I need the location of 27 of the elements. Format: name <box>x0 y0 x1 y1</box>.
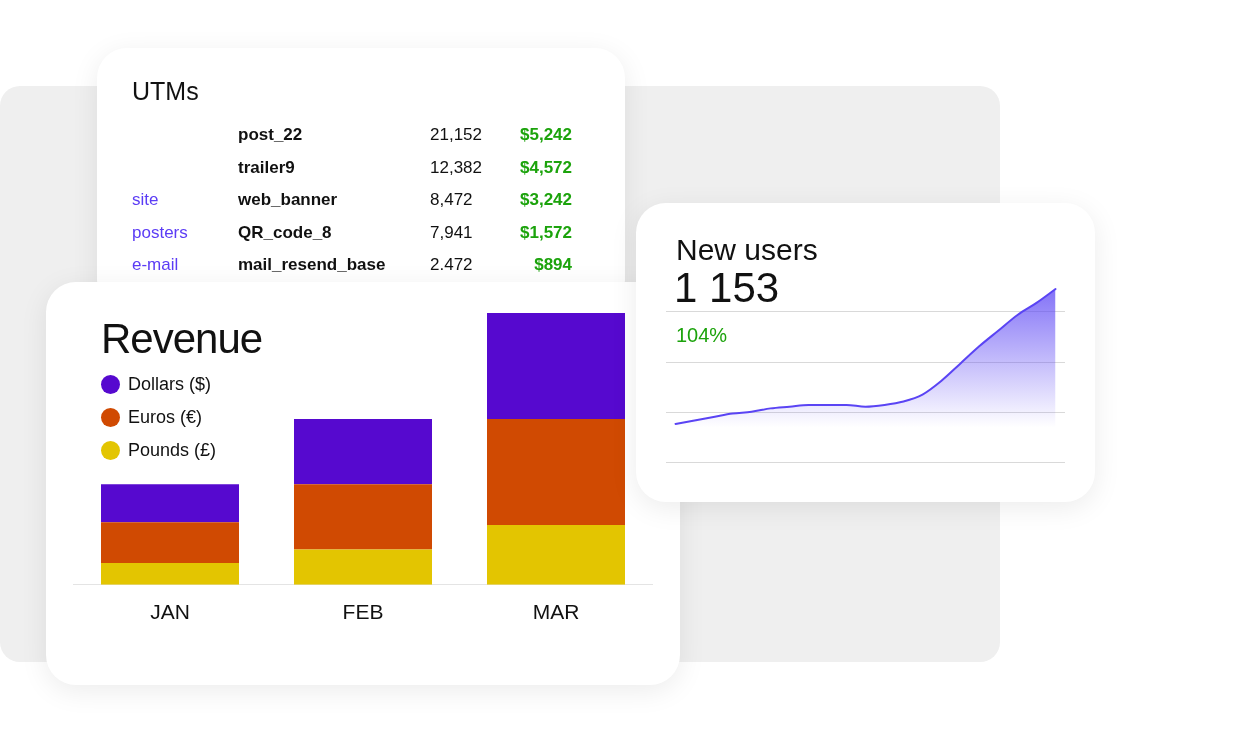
legend-label: Pounds (£) <box>128 440 217 461</box>
text: $3,242 <box>520 189 572 211</box>
text: 8,472 <box>430 189 473 211</box>
x-tick-label: FEB <box>342 600 384 624</box>
text: trailer9 <box>238 156 295 179</box>
text: $894 <box>534 254 572 276</box>
text: mail_resend_base <box>238 254 386 276</box>
category-label: posters <box>132 221 188 244</box>
text: 21,152 <box>430 124 482 146</box>
text: 12,382 <box>430 156 482 179</box>
text: 7,941 <box>430 221 473 244</box>
annotation: 104% <box>676 323 728 347</box>
category-label: site <box>132 189 159 211</box>
text: UTMs <box>132 76 199 106</box>
text: post_22 <box>238 124 303 146</box>
x-tick-label: JAN <box>150 600 190 624</box>
text: web_banner <box>238 189 338 211</box>
legend-label: Euros (€) <box>128 407 203 428</box>
text: 2.472 <box>430 254 473 276</box>
chart-title: Revenue <box>101 315 263 363</box>
text: QR_code_8 <box>238 221 332 244</box>
x-tick-label: MAR <box>532 600 580 624</box>
legend-label: Dollars ($) <box>128 374 212 395</box>
text: $5,242 <box>520 124 572 146</box>
text: $1,572 <box>520 221 572 244</box>
category-label: e-mail <box>132 254 179 276</box>
text: $4,572 <box>520 156 572 179</box>
